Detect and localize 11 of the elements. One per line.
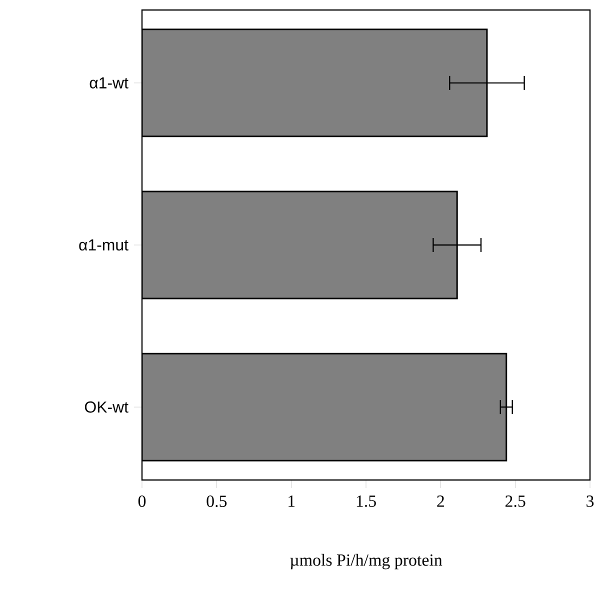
y-tick-label: OK-wt — [84, 401, 128, 413]
x-tick-label: 3 — [586, 496, 594, 507]
y-tick-label: α1-wt — [90, 77, 128, 88]
y-tick-label: α1-mut — [79, 239, 128, 251]
x-tick-label: 2 — [437, 496, 444, 507]
x-tick-label: 0 — [138, 496, 146, 507]
x-axis-title: µmols Pi/h/mg protein — [290, 554, 442, 570]
x-tick-label: 2.5 — [506, 496, 526, 507]
x-tick-label: 1.5 — [356, 496, 376, 507]
x-tick-label: 1 — [288, 496, 295, 507]
x-tick-label: 0.5 — [206, 496, 227, 508]
